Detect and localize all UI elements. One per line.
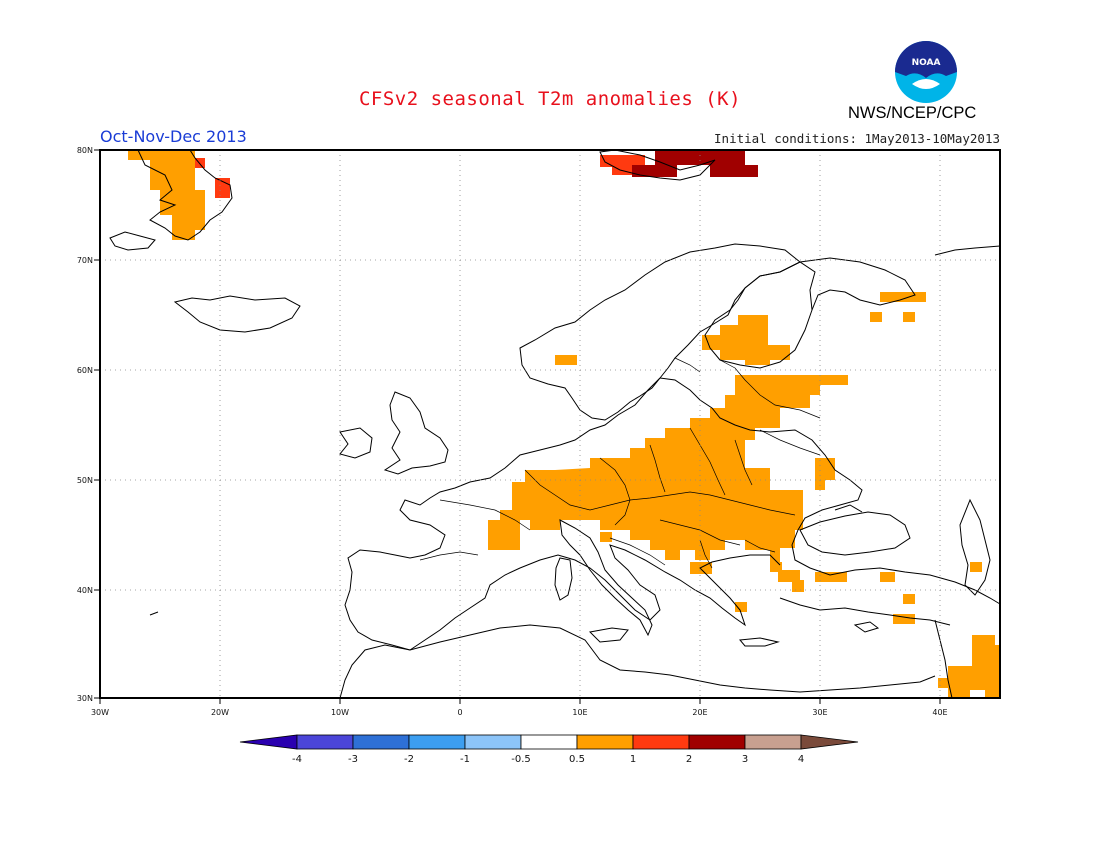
noaa-logo: NOAA xyxy=(895,41,957,103)
graticule xyxy=(100,150,1000,698)
map-frame xyxy=(99,149,1001,699)
noaa-logo-text: NOAA xyxy=(912,58,941,68)
map-title: CFSv2 seasonal T2m anomalies (K) xyxy=(358,88,742,110)
colorbar-label: 2 xyxy=(686,754,692,765)
lon-label-40e: 40E xyxy=(932,708,947,717)
lat-label-80n: 80N xyxy=(77,146,93,155)
coastlines xyxy=(109,149,1001,699)
season-label: Oct-Nov-Dec 2013 xyxy=(100,127,247,146)
lat-label-50n: 50N xyxy=(77,476,93,485)
colorbar-bin xyxy=(520,734,578,750)
colorbar-label: 0.5 xyxy=(569,754,585,765)
agency-label: NWS/NCEP/CPC xyxy=(848,104,977,122)
lat-label-60n: 60N xyxy=(77,366,93,375)
colorbar-bin xyxy=(632,734,690,750)
colorbar-label: -4 xyxy=(292,754,302,765)
colorbar-bin xyxy=(408,734,466,750)
colorbar-label: -2 xyxy=(404,754,414,765)
lon-label-0: 0 xyxy=(457,708,462,717)
colorbar-bin xyxy=(744,734,802,750)
colorbar-label: -0.5 xyxy=(511,754,531,765)
lon-label-10w: 10W xyxy=(331,708,349,717)
colorbar-bin xyxy=(688,734,746,750)
lon-label-30w: 30W xyxy=(91,708,109,717)
colorbar-label: 1 xyxy=(630,754,636,765)
colorbar-label: 3 xyxy=(742,754,748,765)
lon-label-20w: 20W xyxy=(211,708,229,717)
colorbar-bin xyxy=(296,734,354,750)
colorbar-min-arrow xyxy=(239,734,298,750)
lon-label-10e: 10E xyxy=(572,708,587,717)
lat-labels: 30N 40N 50N 60N 70N 80N xyxy=(77,146,93,703)
colorbar xyxy=(239,734,859,750)
lon-label-20e: 20E xyxy=(692,708,707,717)
anomaly-shading-high xyxy=(195,150,758,198)
lat-label-40n: 40N xyxy=(77,586,93,595)
lat-label-70n: 70N xyxy=(77,256,93,265)
colorbar-bin xyxy=(464,734,522,750)
borders xyxy=(419,357,821,569)
lon-label-30e: 30E xyxy=(812,708,827,717)
colorbar-label: -3 xyxy=(348,754,358,765)
colorbar-labels: -4 -3 -2 -1 -0.5 0.5 1 2 3 4 xyxy=(292,754,804,765)
initial-conditions-label: Initial conditions: 1May2013-10May2013 xyxy=(714,131,1000,146)
lon-labels: 30W 20W 10W 0 10E 20E 30E 40E xyxy=(91,708,948,717)
colorbar-max-arrow xyxy=(800,734,859,750)
colorbar-label: -1 xyxy=(460,754,470,765)
anomaly-shading xyxy=(128,150,1000,698)
colorbar-bin xyxy=(352,734,410,750)
colorbar-label: 4 xyxy=(798,754,804,765)
lat-label-30n: 30N xyxy=(77,694,93,703)
colorbar-bin xyxy=(576,734,634,750)
